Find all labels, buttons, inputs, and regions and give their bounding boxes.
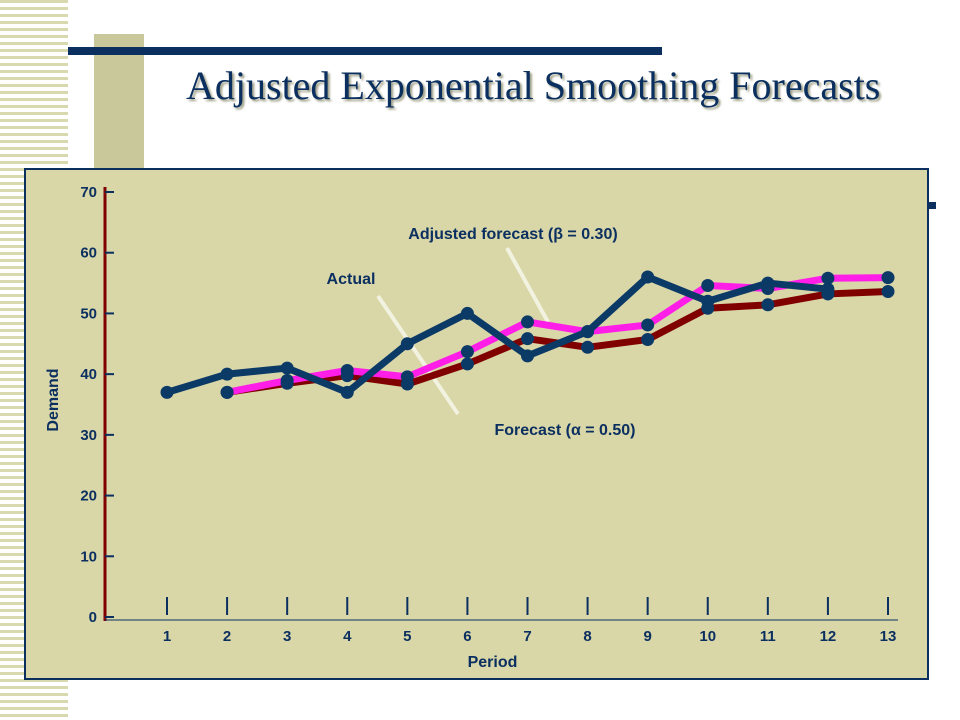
data-point — [761, 276, 775, 290]
y-tick-label: 0 — [89, 609, 97, 626]
data-point — [821, 271, 835, 285]
x-tick-label: 6 — [463, 628, 471, 645]
data-point — [641, 318, 655, 332]
data-point — [521, 315, 534, 329]
x-axis-title: Period — [468, 654, 518, 671]
x-tick-label: 9 — [643, 628, 651, 645]
x-tick-label: 3 — [283, 628, 291, 645]
data-point — [220, 367, 234, 381]
data-point — [400, 370, 414, 384]
data-point — [521, 349, 534, 363]
x-tick-label: 2 — [223, 628, 231, 645]
x-tick-label: 8 — [583, 628, 591, 645]
x-tick-label: 10 — [699, 628, 716, 645]
data-point — [400, 337, 414, 351]
data-point — [761, 298, 775, 312]
data-point — [701, 279, 715, 292]
y-tick-label: 60 — [80, 245, 97, 262]
series-line-0 — [163, 273, 832, 396]
x-tick-label: 11 — [760, 628, 776, 645]
data-point — [340, 385, 354, 399]
data-point — [581, 325, 595, 339]
actual-pointer-line — [376, 294, 460, 416]
chart-panel — [24, 168, 929, 680]
annotation-adjusted: Adjusted forecast (β = 0.30) — [408, 226, 617, 243]
annotation-actual: Actual — [327, 271, 376, 288]
x-tick-label: 13 — [880, 628, 897, 645]
x-tick-label: 1 — [163, 628, 171, 645]
x-tick-label: 7 — [523, 628, 531, 645]
data-point — [460, 357, 474, 371]
y-tick-label: 40 — [80, 366, 97, 383]
data-point — [701, 294, 715, 308]
y-tick-label: 30 — [80, 427, 97, 444]
data-point — [340, 364, 354, 377]
data-point — [881, 271, 895, 285]
y-tick-label: 70 — [80, 184, 97, 201]
y-axis-title: Demand — [45, 368, 62, 431]
y-tick-label: 50 — [80, 305, 97, 322]
y-tick-label: 10 — [80, 548, 97, 565]
data-point — [881, 285, 895, 299]
data-point — [641, 270, 655, 284]
y-tick-label: 20 — [80, 488, 97, 505]
data-point — [280, 361, 294, 375]
data-point — [160, 385, 174, 399]
x-tick-label: 4 — [343, 628, 352, 645]
data-point — [460, 306, 474, 320]
slide-title: Adjusted Exponential Smoothing Forecasts — [186, 63, 881, 108]
x-tick-label: 12 — [820, 628, 837, 645]
data-point — [220, 385, 234, 399]
series-line-2 — [223, 274, 892, 396]
adjusted-pointer-line — [505, 247, 550, 323]
data-point — [521, 332, 534, 346]
data-point — [821, 282, 835, 296]
data-point — [641, 332, 655, 346]
data-point — [581, 340, 595, 354]
annotation-forecast: Forecast (α = 0.50) — [494, 422, 635, 439]
data-point — [280, 374, 294, 388]
x-tick-label: 5 — [403, 628, 411, 645]
decorative-olive-block — [94, 34, 144, 184]
title-rule — [68, 47, 662, 55]
data-point — [460, 345, 474, 359]
